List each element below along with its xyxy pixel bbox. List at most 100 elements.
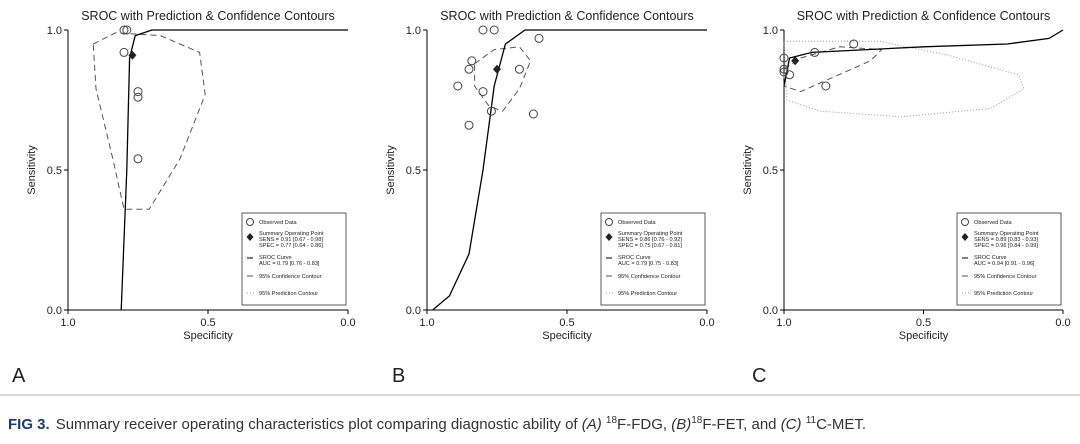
chart-title: SROC with Prediction & Confidence Contou… (81, 9, 335, 23)
legend-text: 95% Confidence Contour (259, 274, 322, 280)
legend-text: 95% Confidence Contour (974, 274, 1037, 280)
observed-point (453, 81, 463, 91)
observed-point (821, 81, 831, 91)
legend-icon (961, 218, 969, 226)
caption-sup: 18 (605, 415, 618, 426)
caption-text: F-FET, and (702, 416, 781, 433)
legend-text: 95% Confidence Contour (618, 274, 681, 280)
observed-point (779, 53, 789, 63)
sroc-curve (432, 29, 707, 311)
legend-text: SENS = 0.89 [0.83 - 0.93] (974, 237, 1038, 243)
legend-text: SENS = 0.86 [0.76 - 0.92] (618, 237, 682, 243)
caption-sup: 11 (805, 415, 817, 426)
observed-point (785, 70, 795, 80)
legend-text: 95% Prediction Contour (974, 291, 1033, 297)
legend-icon (961, 233, 969, 241)
x-tick-label: 0.0 (340, 317, 355, 329)
observed-point (849, 39, 859, 49)
observed-point (779, 64, 789, 74)
panel-label: B (392, 365, 405, 387)
summary-point (128, 50, 137, 60)
legend-text: SROC Curve (974, 255, 1007, 261)
y-axis-label: Sensitivity (742, 145, 754, 195)
observed-point (810, 47, 820, 57)
legend-icon (246, 218, 254, 226)
legend-text: Summary Operating Point (618, 231, 683, 237)
legend-icon (605, 233, 613, 241)
legend-box (600, 212, 706, 306)
caption-text: (C) (780, 416, 802, 433)
summary-point (791, 56, 800, 66)
y-axis-label: Sensitivity (385, 145, 397, 195)
caption-label: FIG 3. (8, 416, 50, 433)
caption-text: (B) (671, 416, 692, 433)
y-tick-label: 0.0 (47, 305, 62, 317)
observed-point (119, 47, 129, 57)
y-tick-label: 0.0 (406, 305, 421, 317)
confidence-contour (474, 46, 532, 112)
confidence-contour (783, 46, 883, 93)
sroc-curve (783, 29, 1064, 87)
legend-text: SPEC = 0.77 [0.64 - 0.86] (259, 243, 323, 249)
legend-text: AUC = 0.79 [0.76 - 0.83] (259, 261, 320, 267)
observed-point (119, 25, 129, 35)
y-tick-label: 0.5 (406, 165, 421, 177)
caption: FIG 3. Summary receiver operating charact… (8, 415, 1072, 433)
observed-point (122, 25, 132, 35)
x-tick-label: 0.5 (559, 317, 574, 329)
legend-text: SROC Curve (618, 255, 651, 261)
panel-label: A (12, 365, 26, 387)
observed-point (133, 154, 143, 164)
legend-text: SENS = 0.91 [0.67 - 0.98] (259, 237, 323, 243)
caption-text: Summary receiver operating characteristi… (55, 416, 582, 433)
caption-text: C-MET. (816, 416, 867, 433)
x-axis-label: Specificity (183, 330, 233, 342)
legend-icon (605, 218, 613, 226)
observed-point (464, 120, 474, 130)
y-tick-label: 1.0 (47, 25, 62, 37)
y-tick-label: 1.0 (763, 25, 778, 37)
x-tick-label: 1.0 (60, 317, 75, 329)
observed-point (528, 109, 538, 119)
observed-point (534, 33, 544, 43)
x-axis-label: Specificity (899, 330, 949, 342)
x-tick-label: 0.5 (916, 317, 931, 329)
confidence-contour (92, 32, 206, 210)
y-tick-label: 0.0 (763, 305, 778, 317)
figure: SROC with Prediction & Confidence Contou… (0, 9, 1080, 396)
legend-text: 95% Prediction Contour (618, 291, 677, 297)
caption-sup: 18 (691, 415, 703, 426)
observed-point (514, 64, 524, 74)
x-axis-label: Specificity (542, 330, 592, 342)
panel-label: C (752, 365, 766, 387)
observed-point (489, 25, 499, 35)
legend-text: SPEC = 0.75 [0.67 - 0.81] (618, 243, 682, 249)
legend-text: Observed Data (974, 220, 1013, 226)
legend-icon (246, 233, 254, 241)
legend-text: SROC Curve (259, 255, 292, 261)
legend-text: Observed Data (259, 220, 298, 226)
legend-text: AUC = 0.94 [0.91 - 0.96] (974, 261, 1035, 267)
y-tick-label: 0.5 (47, 165, 62, 177)
legend-text: Observed Data (618, 220, 657, 226)
observed-point (478, 87, 488, 97)
observed-point (464, 64, 474, 74)
legend-text: Summary Operating Point (259, 231, 324, 237)
legend-box (241, 212, 347, 306)
y-axis-label: Sensitivity (26, 145, 38, 195)
caption-text: (A) (581, 416, 602, 433)
observed-point (133, 87, 143, 97)
x-tick-label: 0.5 (200, 317, 215, 329)
sroc-curve (120, 29, 348, 311)
summary-point (493, 64, 501, 74)
legend-text: Summary Operating Point (974, 231, 1039, 237)
chart-title: SROC with Prediction & Confidence Contou… (797, 9, 1051, 23)
observed-point (486, 106, 496, 116)
legend-box (956, 212, 1062, 306)
x-tick-label: 1.0 (776, 317, 791, 329)
x-tick-label: 0.0 (1055, 317, 1070, 329)
observed-point (478, 25, 488, 35)
observed-point (133, 92, 143, 102)
prediction-contour (783, 40, 1025, 118)
caption-text: F-FDG, (617, 416, 672, 433)
